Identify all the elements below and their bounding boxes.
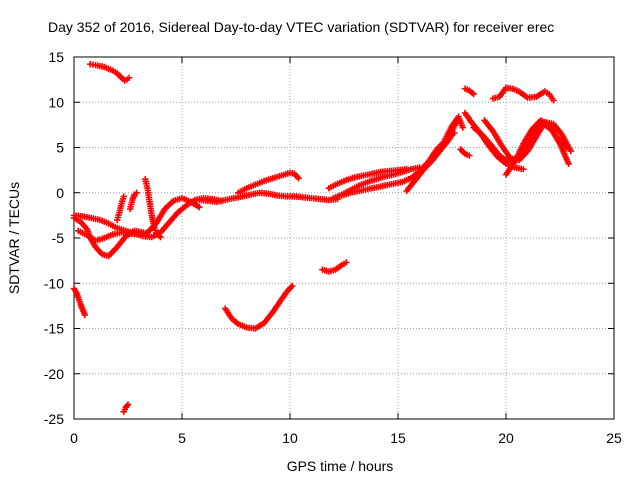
data-point (120, 193, 127, 200)
x-axis-title: GPS time / hours (287, 458, 394, 474)
data-point (459, 124, 466, 131)
data-point (125, 74, 133, 81)
data-point (470, 90, 477, 98)
y-tick-label: 0 (56, 185, 64, 201)
data-point (157, 233, 164, 241)
data-point (466, 152, 473, 159)
y-tick-label: -25 (44, 411, 64, 427)
y-tick-label: -20 (44, 366, 64, 382)
x-tick-labels: 0 5 10 15 20 25 (70, 430, 622, 446)
data-point (565, 160, 572, 167)
data-point (563, 144, 570, 151)
series-arc-mid-d (338, 129, 458, 199)
x-tick-label: 25 (606, 430, 622, 446)
series-arc-bottom-left (120, 401, 132, 415)
data-point (550, 97, 557, 104)
data-point (81, 311, 88, 319)
y-tick-label: -5 (52, 230, 65, 246)
data-point (520, 166, 527, 173)
data-point (124, 401, 132, 408)
series-arc-right-small (457, 146, 473, 159)
data-point (403, 166, 410, 173)
data-point (133, 189, 140, 196)
y-tick-label: 15 (48, 49, 64, 65)
series-arc-spike-a (114, 193, 127, 224)
y-tick-label: -10 (44, 275, 64, 291)
y-tick-label: 10 (48, 94, 64, 110)
data-point (289, 282, 296, 290)
data-point (295, 175, 302, 182)
data-point (567, 147, 574, 155)
y-tick-label: -15 (44, 321, 64, 337)
data-point (196, 204, 203, 211)
series-arc-right-a (442, 113, 466, 142)
series-arc-right-top-a (461, 85, 477, 98)
x-tick-label: 10 (282, 430, 298, 446)
series-arc-low-mid (222, 282, 296, 332)
series-arc-mid-b (235, 169, 302, 196)
x-tick-label: 15 (390, 430, 406, 446)
series-arc-right-top-b (489, 84, 557, 104)
x-tick-label: 5 (178, 430, 186, 446)
data-series (70, 61, 574, 415)
grid (74, 57, 614, 419)
series-arc-spike-c (127, 189, 140, 213)
data-point (343, 259, 350, 266)
series-arc-spike-b (142, 176, 164, 241)
series-arc-right-b (461, 109, 527, 173)
y-tick-label: 5 (56, 140, 64, 156)
axis-ticks (73, 56, 615, 420)
series-arc-mid-e (325, 166, 410, 192)
series-arc-main-c (75, 195, 203, 244)
x-tick-label: 0 (70, 430, 78, 446)
x-tick-label: 20 (498, 430, 514, 446)
y-tick-labels: 15 10 5 0 -5 -10 -15 -20 -25 (44, 49, 64, 427)
chart-title: Day 352 of 2016, Sidereal Day-to-day VTE… (48, 19, 554, 35)
y-axis-title: SDTVAR / TECUs (6, 182, 22, 294)
series-arc-right-e (502, 117, 570, 178)
series-arc-mid-a (196, 189, 341, 205)
series-arc-low-left (70, 285, 88, 319)
series-arc-small-mid (319, 259, 350, 275)
series-arc-top-left (87, 61, 133, 84)
